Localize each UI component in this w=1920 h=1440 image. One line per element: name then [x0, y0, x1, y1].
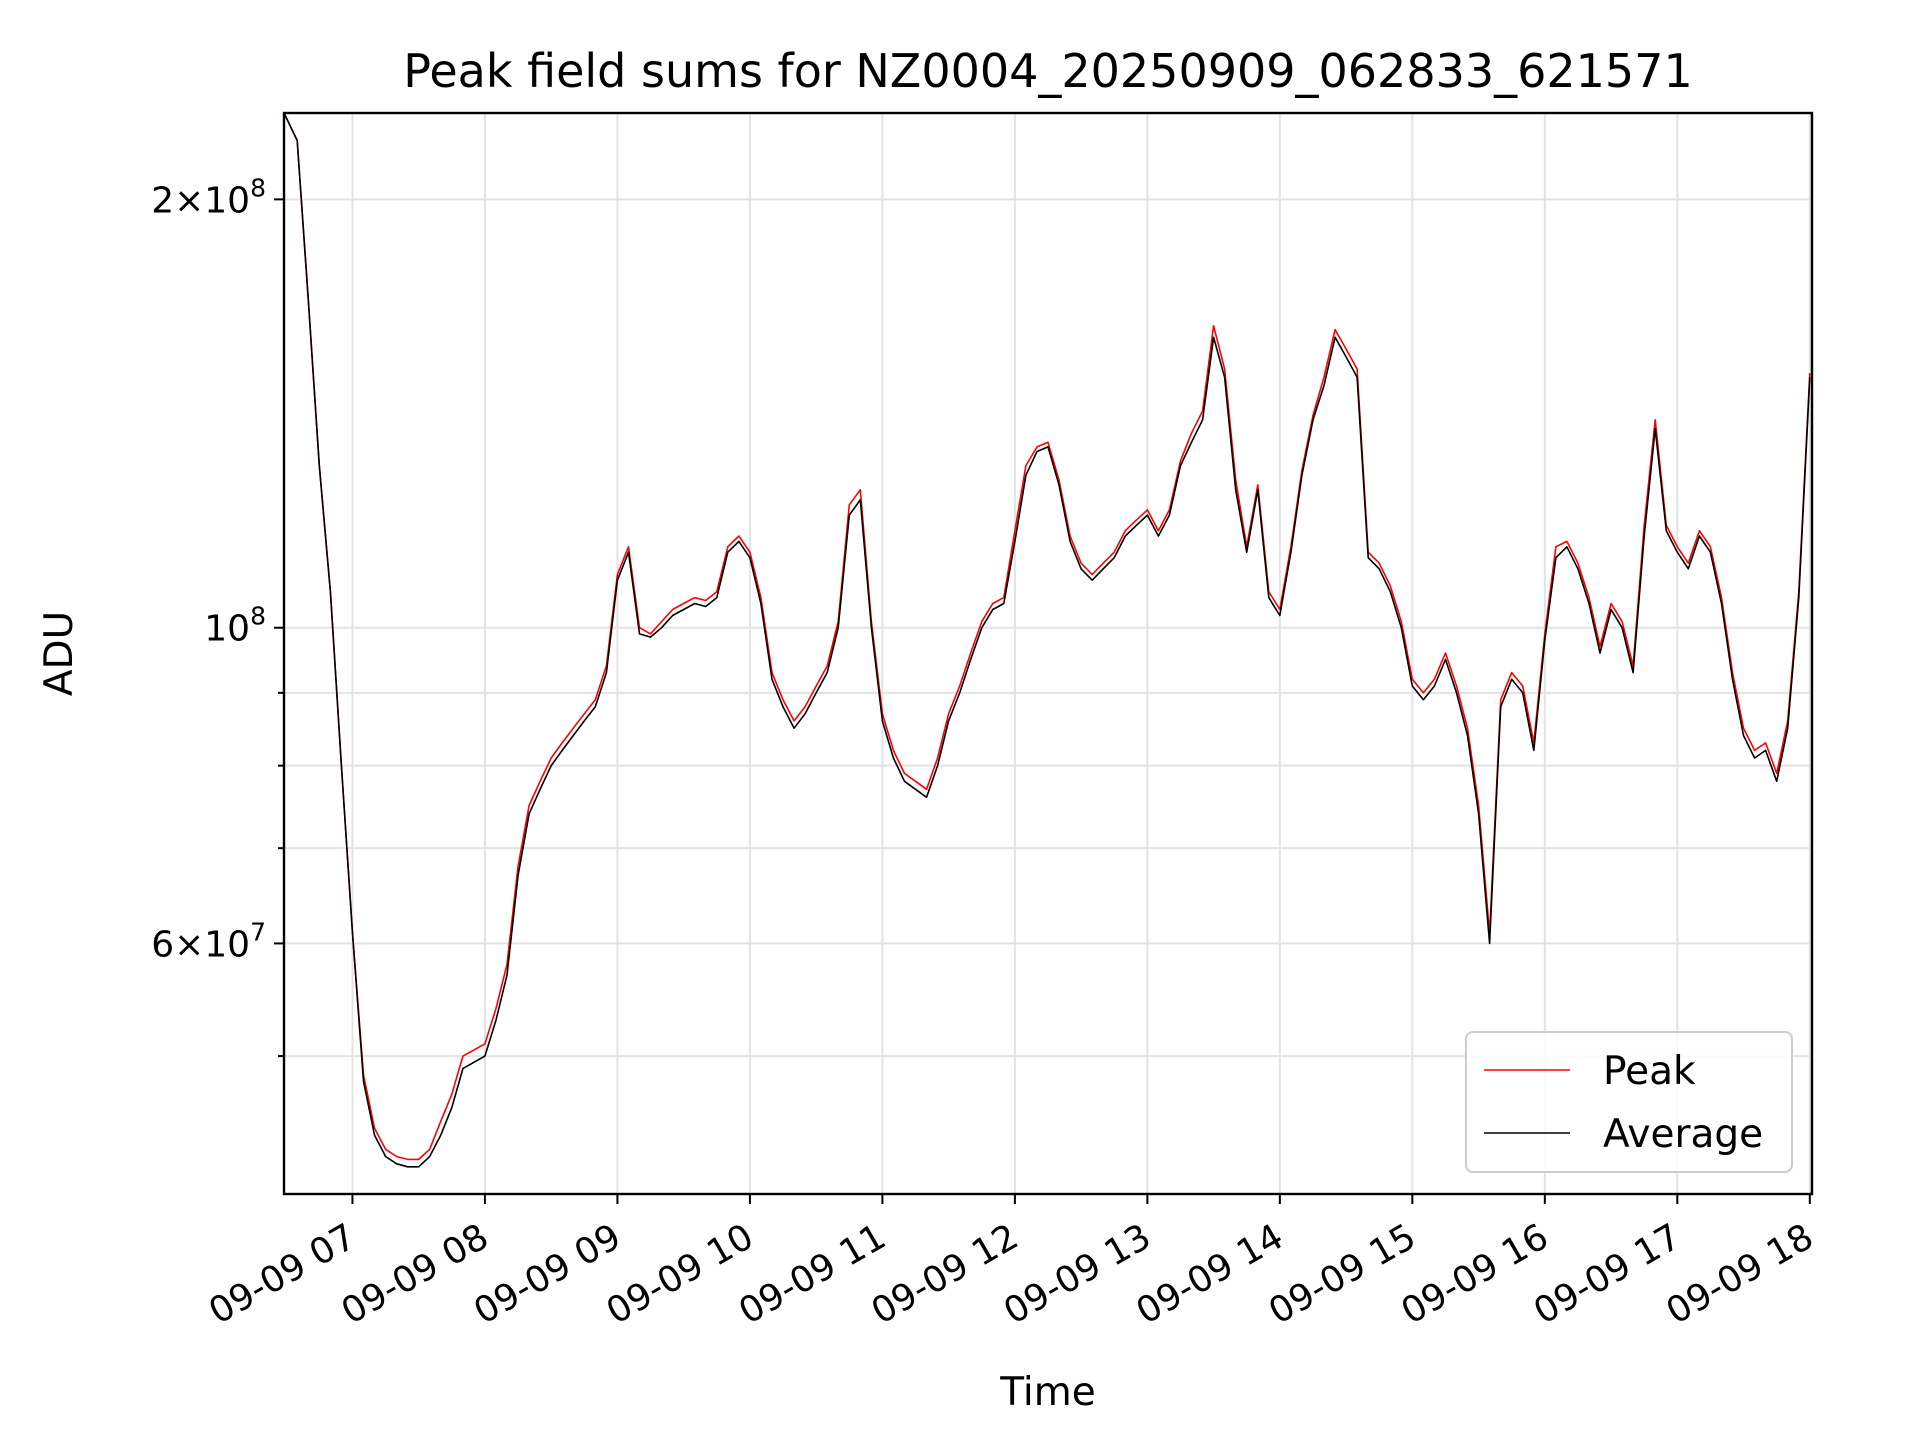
- y-tick-label: 6×107: [151, 917, 266, 965]
- x-tick-label: 09-09 09: [467, 1216, 628, 1332]
- x-tick-label: 09-09 07: [202, 1216, 363, 1332]
- legend-label-peak: Peak: [1603, 1049, 1696, 1094]
- x-tick-label: 09-09 08: [335, 1216, 496, 1332]
- series-lines: [284, 113, 1811, 1168]
- x-axis-label: Time: [999, 1370, 1095, 1415]
- x-tick-label: 09-09 17: [1527, 1216, 1688, 1332]
- x-tick-label: 09-09 18: [1660, 1216, 1821, 1332]
- series-line-average: [284, 113, 1811, 1168]
- legend-label-average: Average: [1603, 1112, 1763, 1157]
- y-axis-label: ADU: [37, 611, 82, 696]
- x-tick-label: 09-09 15: [1262, 1216, 1423, 1332]
- x-tick-label: 09-09 12: [865, 1216, 1026, 1332]
- legend-box: [1465, 1031, 1793, 1173]
- x-tick-label: 09-09 10: [600, 1216, 761, 1332]
- x-tick-label: 09-09 16: [1395, 1216, 1556, 1332]
- plot-frame: [282, 111, 1814, 1196]
- series-line-peak: [284, 113, 1811, 1161]
- x-tick-label: 09-09 13: [997, 1216, 1158, 1332]
- chart-title: Peak field sums for NZ0004_20250909_0628…: [403, 44, 1692, 98]
- x-tick-label: 09-09 11: [732, 1216, 893, 1332]
- x-tick-label: 09-09 14: [1130, 1216, 1291, 1332]
- y-tick-label: 108: [204, 602, 266, 650]
- y-tick-label: 2×108: [151, 173, 266, 221]
- legend: Peak Average: [1465, 1031, 1793, 1173]
- gridlines: [284, 113, 1812, 1194]
